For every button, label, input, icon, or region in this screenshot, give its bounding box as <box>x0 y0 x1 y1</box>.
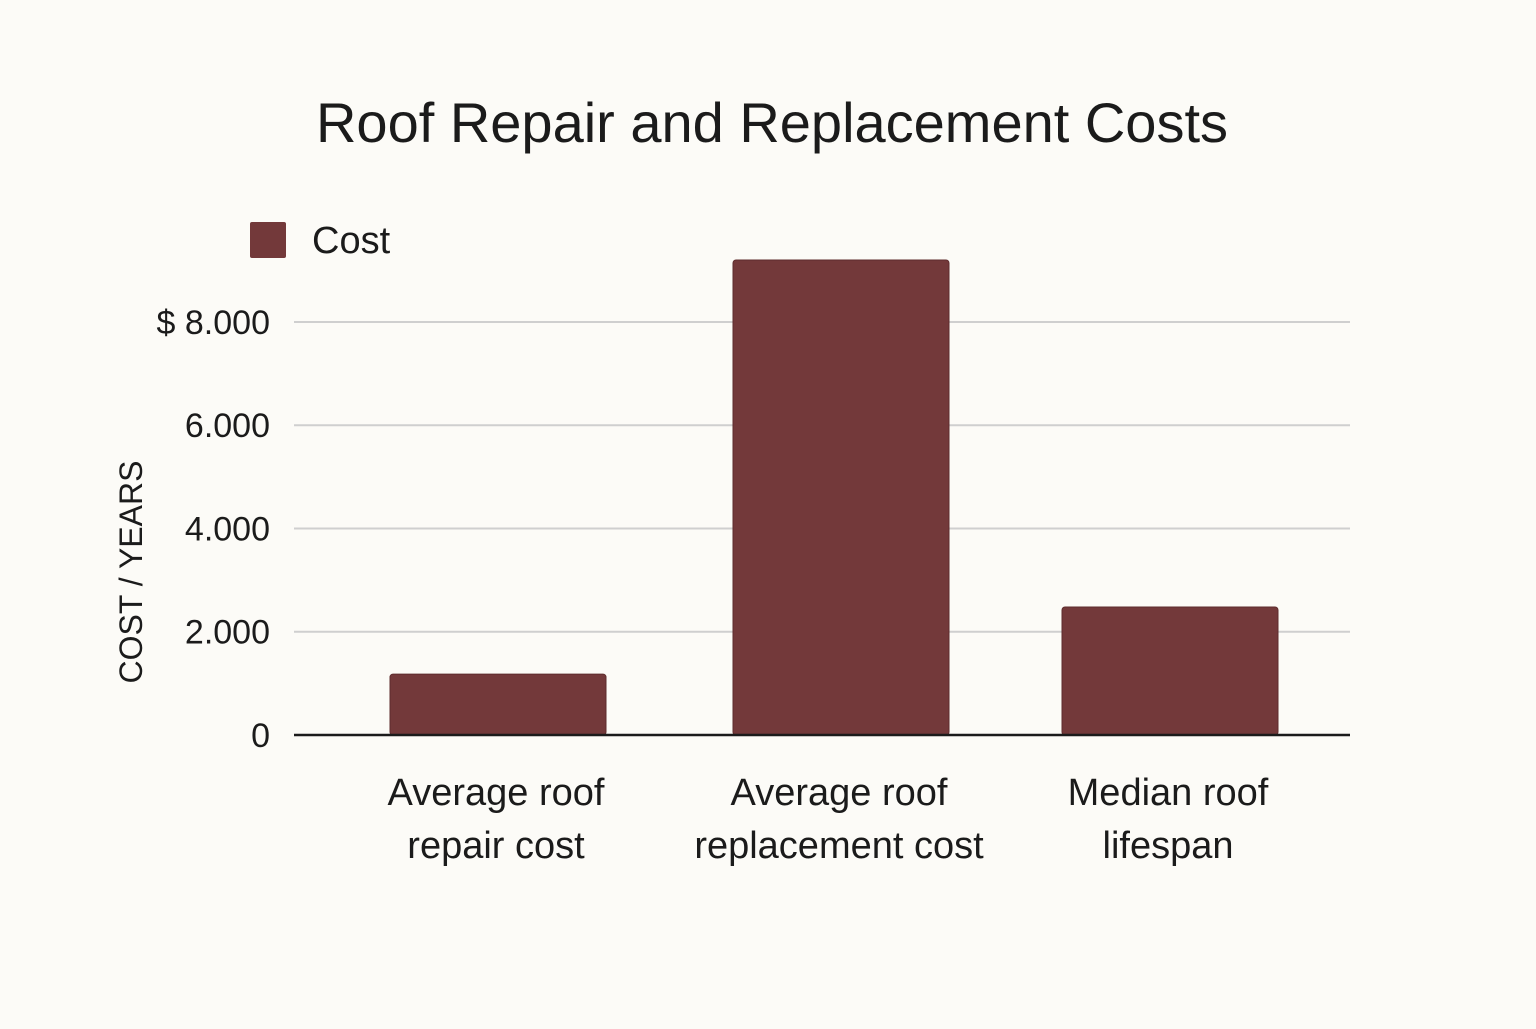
bar <box>1061 606 1279 736</box>
y-tick-label: $ 8.000 <box>157 304 270 342</box>
bars <box>389 259 1279 736</box>
x-category-label: Average roof replacement cost <box>694 772 984 867</box>
legend: Cost <box>250 220 391 262</box>
bar <box>389 673 607 736</box>
x-category-label: Average roof repair cost <box>388 772 605 867</box>
y-axis-ticks: 0 2.000 4.000 6.000 $ 8.000 <box>157 304 270 755</box>
y-axis-title: COST / YEARS <box>113 461 149 684</box>
bar <box>732 259 950 736</box>
y-tick-label: 2.000 <box>185 614 270 652</box>
legend-label: Cost <box>312 220 391 262</box>
y-tick-label: 0 <box>251 717 270 755</box>
x-axis-categories: Average roof repair cost Average roof repla… <box>388 772 1269 867</box>
chart-title: Roof Repair and Replacement Costs <box>316 91 1228 154</box>
x-category-label: Median roof lifespan <box>1068 772 1269 867</box>
legend-swatch <box>250 222 286 258</box>
y-tick-label: 6.000 <box>185 407 270 445</box>
y-tick-label: 4.000 <box>185 510 270 548</box>
